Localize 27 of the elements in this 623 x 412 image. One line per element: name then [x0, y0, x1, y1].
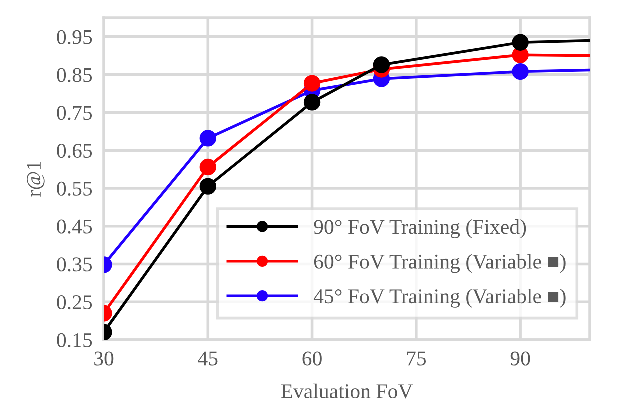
point	[304, 94, 321, 111]
y-tick-label: 0.55	[57, 182, 92, 196]
y-tick-label: 0.15	[57, 333, 92, 348]
point	[512, 34, 529, 51]
legend-label: 60° FoV Training (Variable ■)	[314, 254, 566, 274]
legend-label: 90° FoV Training (Fixed)	[314, 220, 526, 238]
x-tick-label: 60	[302, 352, 322, 366]
y-tick-label: 0.45	[57, 220, 92, 234]
x-axis-title: Evaluation FoV	[281, 384, 414, 399]
legend-label: 45° FoV Training (Variable ■)	[314, 288, 566, 308]
x-tick-label: 90	[510, 352, 530, 366]
y-tick-label: 0.25	[57, 295, 92, 310]
point	[373, 56, 390, 74]
x-tick-label: 30	[94, 352, 114, 366]
x-tick-label: 75	[407, 352, 426, 366]
y-axis-title: r@1	[27, 162, 45, 197]
y-tick-label: 0.95	[57, 30, 92, 44]
point	[512, 63, 529, 80]
point	[304, 75, 321, 92]
y-tick-label: 0.35	[57, 258, 92, 272]
x-tick-label: 45	[198, 352, 218, 366]
point	[200, 178, 216, 195]
y-tick-label: 0.65	[57, 144, 92, 158]
y-tick-label: 0.75	[57, 106, 92, 120]
point	[200, 130, 216, 147]
point	[200, 158, 216, 176]
y-tick-label: 0.85	[57, 68, 92, 82]
